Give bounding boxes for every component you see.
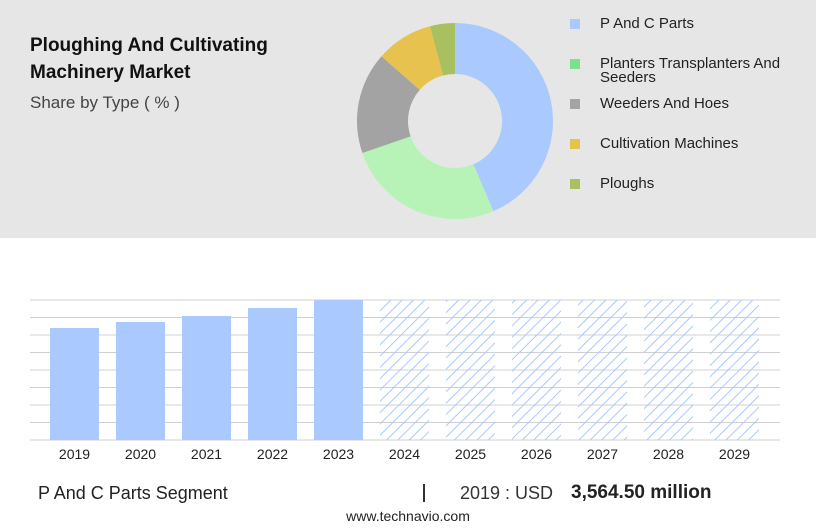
donut-slice	[356, 56, 420, 154]
donut-slice	[430, 23, 455, 76]
forecast-placeholder	[512, 300, 561, 440]
bar	[248, 308, 297, 440]
legend-label: Ploughs	[600, 175, 655, 192]
bar	[116, 321, 165, 440]
x-tick-label: 2022	[256, 446, 289, 462]
x-tick-label: 2021	[190, 446, 223, 462]
forecast-placeholder	[644, 300, 693, 440]
donut-slice	[362, 136, 494, 220]
forecast-placeholder	[578, 300, 627, 440]
x-tick-label: 2019	[58, 446, 91, 462]
donut-slice	[381, 26, 444, 90]
bar	[314, 300, 363, 440]
legend-label: Cultivation Machines	[600, 135, 739, 152]
legend-swatch	[570, 99, 580, 109]
forecast-placeholder	[710, 300, 759, 440]
donut-slice	[455, 23, 554, 212]
chart-subtitle: Share by Type ( % )	[30, 93, 180, 112]
bar	[182, 315, 231, 440]
chart-title: Ploughing And Cultivating Machinery Mark…	[30, 35, 268, 83]
segment-value: 3,564.50 million	[571, 482, 712, 503]
x-tick-label: 2028	[652, 446, 685, 462]
legend-swatch	[570, 139, 580, 149]
x-tick-label: 2024	[388, 446, 421, 462]
bar	[50, 328, 99, 440]
x-tick-label: 2027	[586, 446, 619, 462]
forecast-placeholder	[380, 300, 429, 440]
x-tick-label: 2026	[520, 446, 553, 462]
forecast-placeholder	[446, 300, 495, 440]
legend-label: Weeders And Hoes	[600, 95, 729, 112]
website: www.technavio.com	[346, 508, 470, 524]
legend-swatch	[570, 179, 580, 189]
segment-label: P And C Parts Segment	[38, 483, 228, 503]
legend-label: P And C Parts	[600, 15, 694, 32]
x-tick-label: 2029	[718, 446, 751, 462]
legend-swatch	[570, 59, 580, 69]
legend-label: Planters Transplanters And Seeders	[600, 55, 781, 86]
year-label: 2019 : USD	[460, 483, 554, 503]
x-tick-label: 2025	[454, 446, 487, 462]
legend-swatch	[570, 19, 580, 29]
x-tick-label: 2020	[124, 446, 157, 462]
x-tick-label: 2023	[322, 446, 355, 462]
